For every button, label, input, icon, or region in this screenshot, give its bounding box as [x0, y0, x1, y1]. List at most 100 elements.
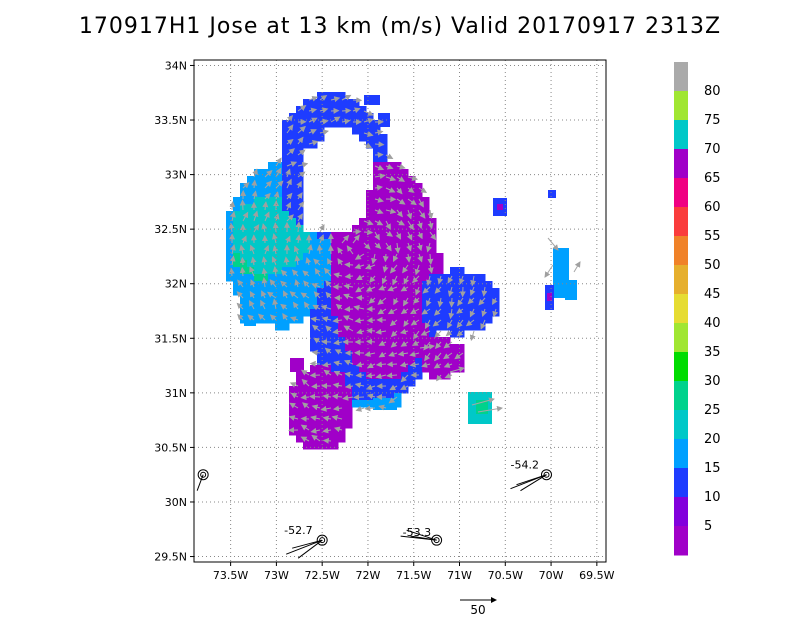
wind-field-cell [394, 379, 402, 387]
wind-vector [405, 253, 412, 263]
wind-field-cell [345, 351, 353, 359]
wind-vector [285, 201, 292, 211]
wind-field-cell [408, 379, 416, 387]
wind-vector [341, 107, 352, 114]
wind-vector [492, 297, 498, 305]
wind-field-cell [485, 309, 493, 317]
wind-vector [386, 361, 398, 368]
wind-field-cell [338, 428, 346, 436]
wind-vector [414, 264, 421, 276]
wind-field-cell [394, 169, 402, 177]
y-tick-label: 31N [165, 387, 187, 400]
wind-vector [297, 136, 304, 145]
wind-field-cell [254, 281, 262, 289]
wind-vector [308, 129, 317, 135]
wind-field-cell [359, 232, 367, 240]
wind-field-cell [359, 120, 367, 128]
wind-vector [269, 279, 277, 288]
wind-field-cell [457, 302, 465, 310]
wind-field-cell [387, 323, 395, 331]
wind-field-cell [373, 134, 381, 142]
wind-field-cell [415, 344, 423, 352]
wind-field-cell [324, 372, 332, 380]
wind-vector [294, 245, 300, 255]
wind-field-cell [366, 344, 374, 352]
wind-field-cell [303, 134, 311, 142]
wind-field-cell [443, 316, 451, 324]
wind-field-cell [310, 274, 318, 282]
wind-field-cell [394, 309, 402, 317]
wind-vector [236, 291, 244, 299]
wind-field-cell [422, 281, 430, 289]
wind-field-cell [317, 92, 325, 100]
wind-vector [389, 319, 398, 327]
wind-field-cell [261, 295, 269, 303]
wind-field-cell [296, 428, 304, 436]
wind-field-cell [352, 113, 360, 121]
wind-field-cell [478, 274, 486, 282]
wind-field-cell [415, 211, 423, 219]
wind-vector [395, 231, 401, 240]
wind-field-cell [275, 281, 283, 289]
wind-vector [308, 107, 318, 114]
wind-field-patch [378, 113, 390, 127]
wind-vector [302, 270, 310, 277]
wind-field-cell [457, 267, 465, 275]
wind-vector [322, 361, 332, 368]
wind-field-cell [310, 253, 318, 261]
wind-field-cell [303, 239, 311, 247]
wind-field-cell [303, 407, 311, 415]
x-tick-label: 73W [264, 569, 289, 582]
wind-field-cell [352, 386, 360, 394]
wind-field-cell [436, 344, 444, 352]
wind-vector [275, 180, 284, 189]
wind-vector [420, 330, 431, 336]
colorbar-label: 75 [704, 113, 721, 128]
wind-field-cell [289, 183, 297, 191]
wind-field-cell [394, 239, 402, 247]
wind-vector [327, 258, 333, 266]
wind-field-cell [247, 232, 255, 240]
wind-vector [301, 378, 310, 387]
wind-vector [419, 343, 435, 350]
colorbar-swatch [674, 149, 688, 179]
wind-field-cell [373, 148, 381, 156]
wind-field-cell [443, 365, 451, 373]
wind-field-cell [443, 323, 451, 331]
wind-field-cell [310, 246, 318, 254]
x-tick-label: 69.5W [579, 569, 614, 582]
wind-vector [363, 142, 373, 148]
wind-vector [342, 394, 354, 401]
wind-field-cell [387, 302, 395, 310]
wind-field-cell [359, 113, 367, 121]
wind-field-cell [310, 421, 318, 429]
wind-field-cell [303, 267, 311, 275]
wind-field-cell [275, 162, 283, 170]
wind-field-cell [324, 246, 332, 254]
wind-vector [386, 372, 398, 379]
wind-field-patch [244, 312, 256, 326]
wind-field-cell [436, 253, 444, 261]
wind-field-cell [310, 295, 318, 303]
wind-field-cell [401, 253, 409, 261]
wind-field-cell [380, 225, 388, 233]
wind-vector [322, 437, 332, 444]
wind-field-cell [457, 295, 465, 303]
wind-field-cell [240, 316, 248, 324]
wind-field-cell [233, 211, 241, 219]
wind-vector [396, 163, 406, 170]
wind-field-cell [240, 190, 248, 198]
wind-field-cell [387, 211, 395, 219]
wind-field-cell [338, 120, 346, 128]
wind-vector [400, 285, 409, 292]
wind-field-cell [233, 246, 241, 254]
wind-field-cell [296, 393, 304, 401]
wind-field-cell [429, 323, 437, 331]
wind-vector [319, 107, 329, 114]
wind-field-cell [296, 302, 304, 310]
wind-field-cell [401, 351, 409, 359]
ship-pressure-label: -54.2 [510, 459, 538, 472]
wind-vector [434, 330, 442, 338]
wind-field-cell [422, 337, 430, 345]
